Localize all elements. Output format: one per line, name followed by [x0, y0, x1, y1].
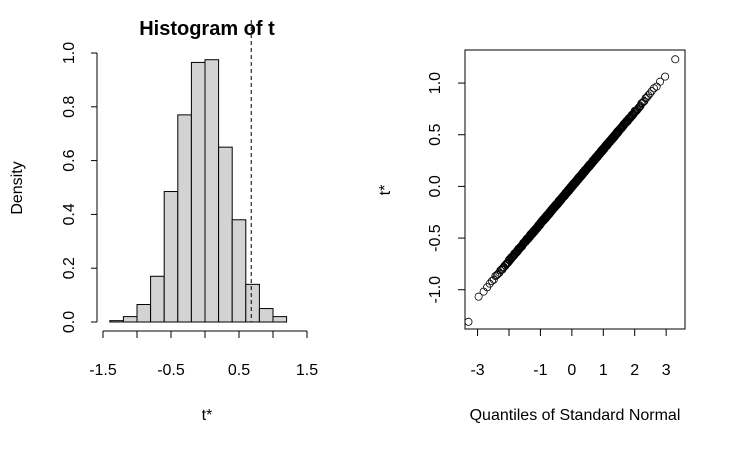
histogram-panel: Histogram of t 0.0 0.2 0.4 0.6 0.8 1.0 -1.5 -0… [9, 18, 318, 424]
histogram-bar [272, 316, 288, 323]
qq-x-label: Quantiles of Standard Normal [470, 407, 681, 424]
histogram-bar [163, 191, 179, 323]
histogram-bar [218, 146, 233, 323]
histogram-bar [150, 275, 165, 323]
qq-point [671, 55, 680, 64]
qq-point [649, 84, 658, 93]
histogram-bar [122, 316, 138, 323]
qq-x-tick-label: 2 [630, 362, 639, 379]
qq-x-tick-label: 3 [662, 362, 671, 379]
qq-point [464, 317, 473, 326]
histogram-bar [258, 308, 274, 323]
qq-x-tick-label: 0 [567, 362, 576, 379]
histogram-x-tick-label: 1.5 [296, 362, 318, 379]
histogram-x-label: t* [202, 407, 213, 424]
qq-point [652, 82, 661, 91]
qq-point [641, 94, 650, 103]
histogram-y-tick-label: 1.0 [61, 42, 78, 64]
histogram-x-ticks: -1.5 -0.5 0.5 1.5 [89, 331, 318, 379]
histogram-y-label: Density [9, 161, 26, 214]
qq-point [489, 275, 498, 284]
histogram-y-tick-label: 0.0 [61, 311, 78, 333]
histogram-bar [245, 283, 260, 323]
qq-y-tick-label: -1.0 [427, 276, 444, 304]
histogram-y-tick-label: 0.6 [61, 149, 78, 171]
qq-point [485, 279, 494, 288]
histogram-title: Histogram of t [139, 18, 275, 40]
qq-points [464, 55, 680, 326]
qq-y-label: t* [377, 185, 394, 196]
histogram-bar [109, 320, 124, 323]
histogram-y-ticks: 0.0 0.2 0.4 0.6 0.8 1.0 [61, 42, 97, 333]
histogram-y-tick-label: 0.2 [61, 257, 78, 279]
qq-x-tick-label: -1 [533, 362, 547, 379]
histogram-bar [231, 219, 247, 323]
histogram-y-tick-label: 0.8 [61, 96, 78, 118]
histogram-x-tick-label: 0.5 [228, 362, 250, 379]
histogram-bar [136, 304, 152, 323]
qq-y-tick-label: 1.0 [427, 72, 444, 94]
histogram-bars [109, 59, 288, 323]
qq-y-tick-label: 0.5 [427, 124, 444, 146]
histogram-x-tick-label: -1.5 [89, 362, 117, 379]
qq-point [647, 87, 656, 96]
qq-point [635, 103, 644, 112]
qq-plot-box [464, 49, 686, 330]
qq-y-tick-label: -0.5 [427, 224, 444, 252]
qq-point [474, 292, 483, 301]
histogram-bar [204, 59, 220, 323]
histogram-x-tick-label: -0.5 [157, 362, 185, 379]
qq-point [645, 89, 654, 98]
histogram-y-tick-label: 0.4 [61, 203, 78, 225]
qq-y-tick-label: 0.0 [427, 175, 444, 197]
qq-point [661, 72, 670, 81]
histogram-bar [177, 114, 192, 323]
qq-x-ticks: -3 -1 0 1 2 3 [470, 329, 671, 379]
qq-point [656, 77, 665, 86]
qq-y-ticks: -1.0 -0.5 0.0 0.5 1.0 [427, 72, 465, 304]
qq-x-tick-label: -3 [470, 362, 484, 379]
qq-x-tick-label: 1 [599, 362, 608, 379]
qq-plot-panel: -1.0 -0.5 0.0 0.5 1.0 -3 -1 0 1 2 3 Quantiles of … [377, 49, 686, 424]
histogram-bar [190, 61, 206, 323]
